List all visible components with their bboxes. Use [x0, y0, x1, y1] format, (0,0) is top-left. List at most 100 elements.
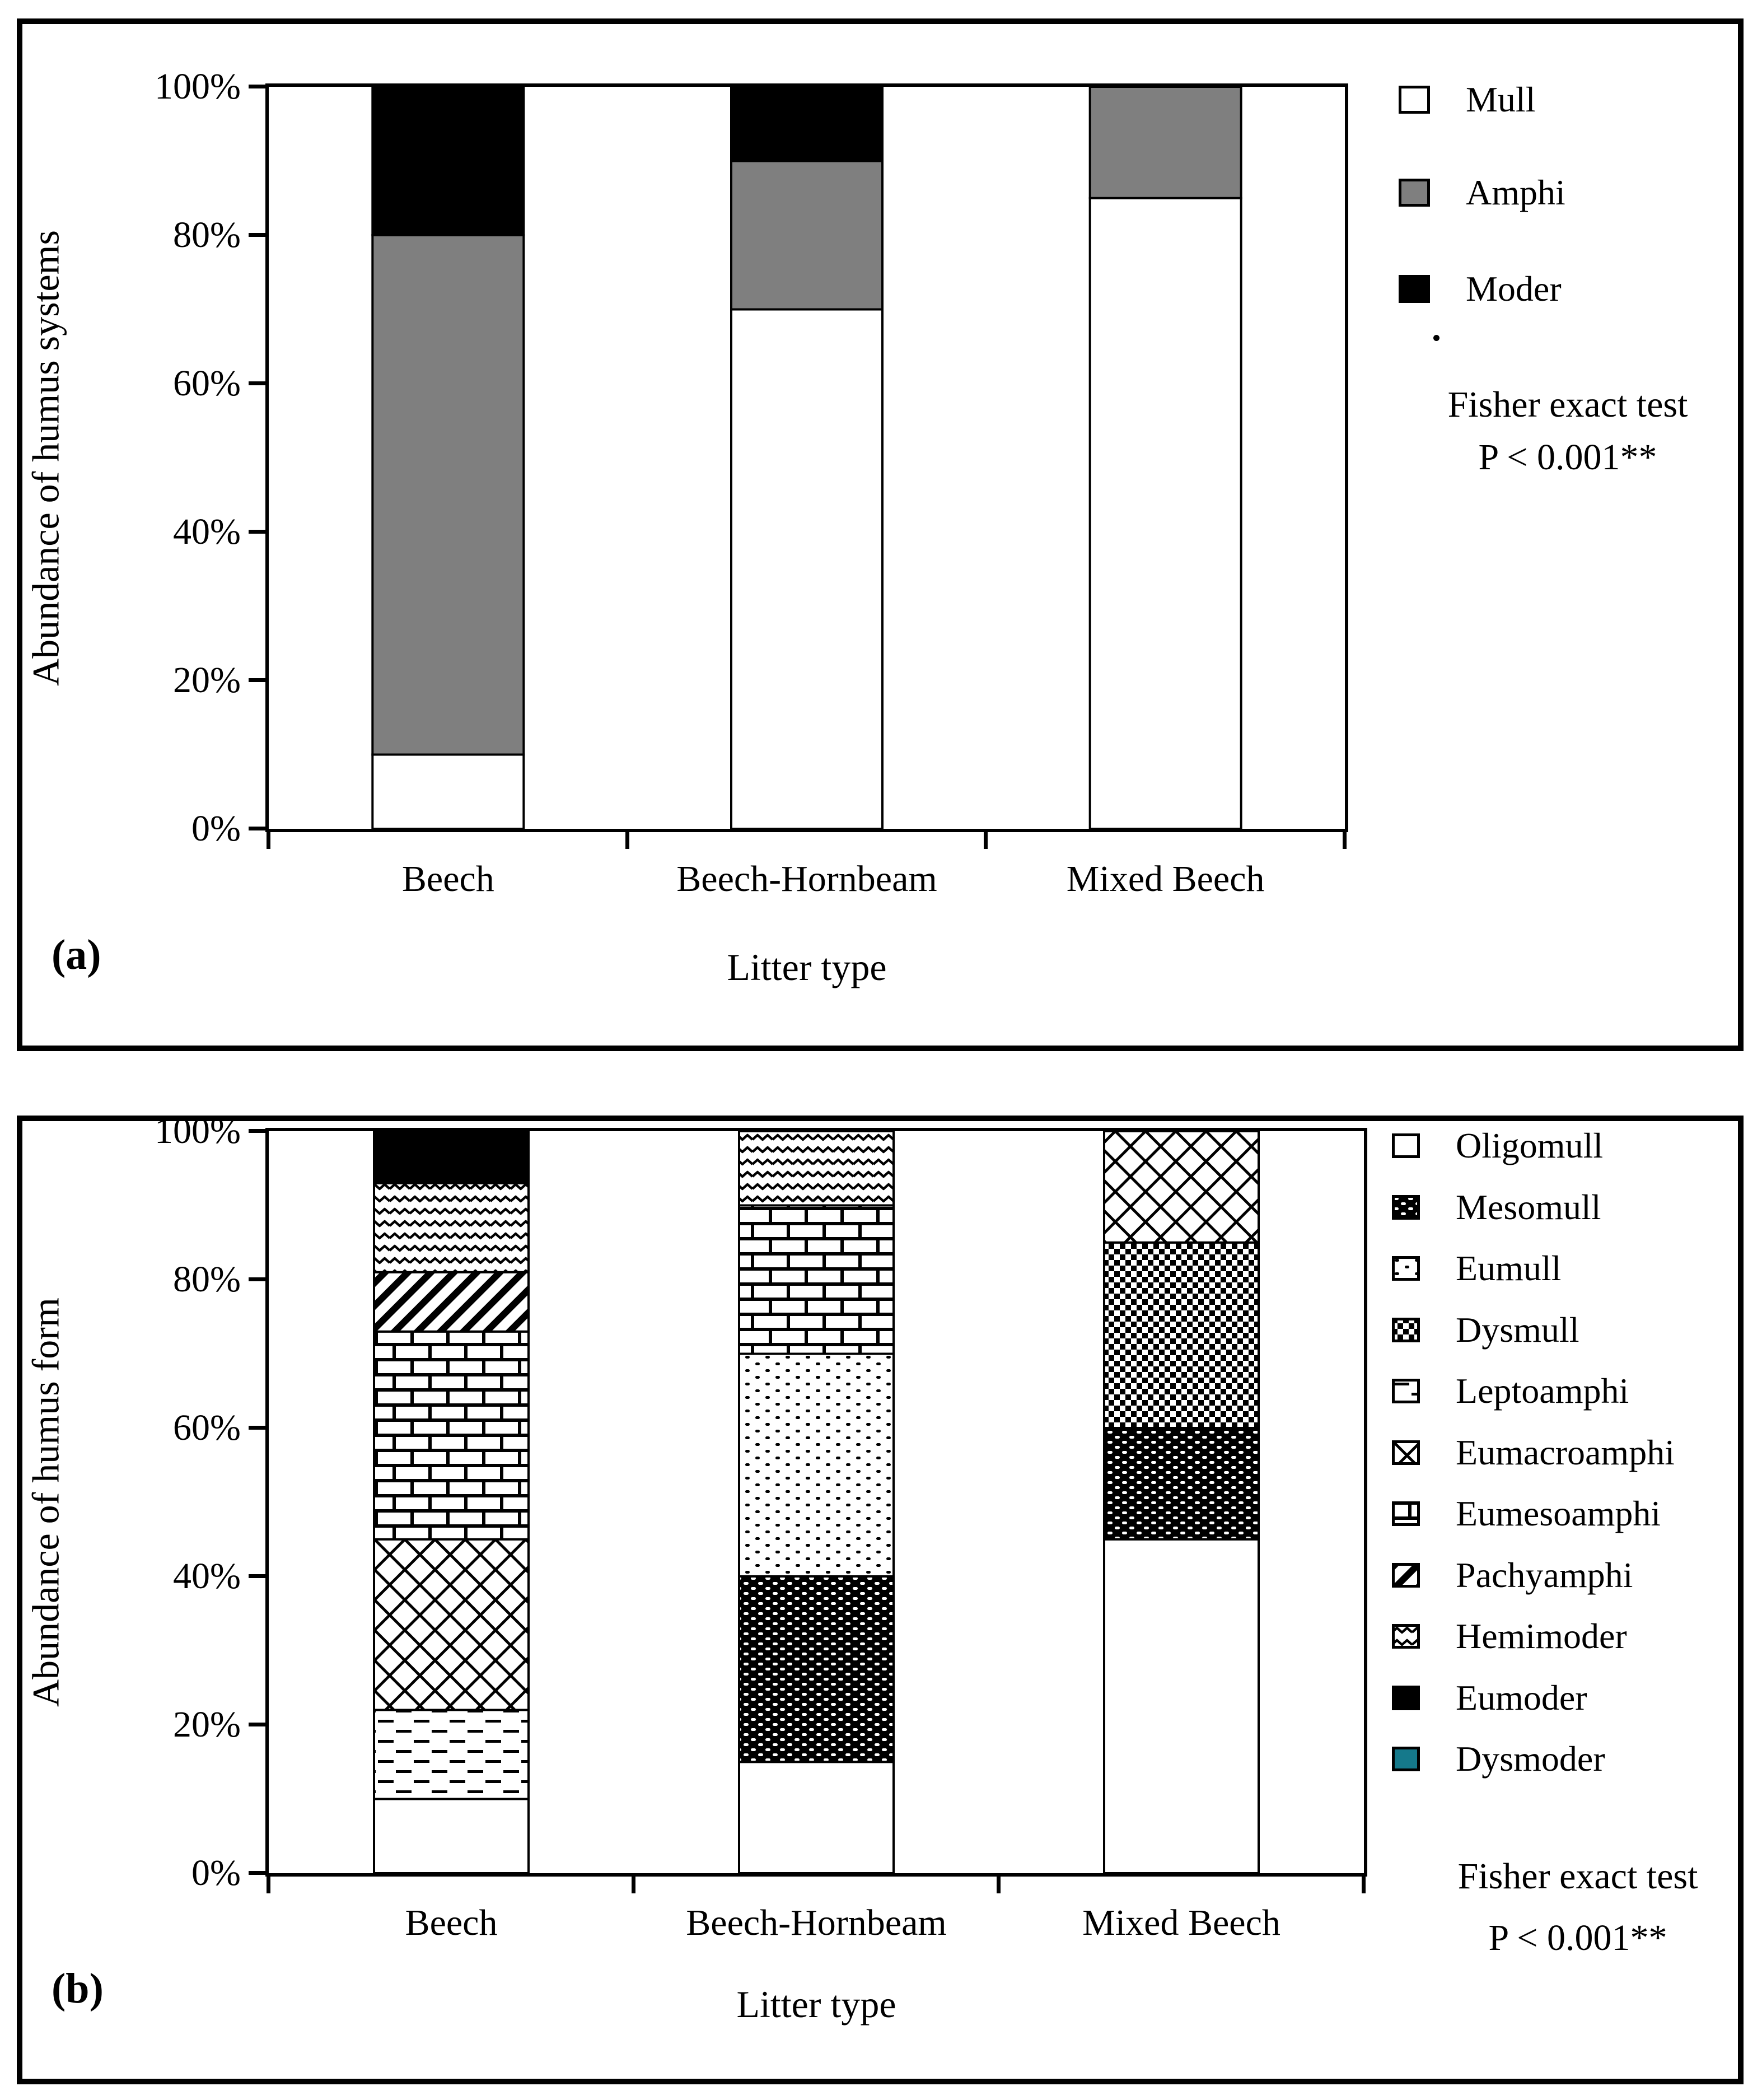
legend-label-Eumesoamphi: Eumesoamphi [1456, 1494, 1661, 1533]
y-tick-label: 20% [173, 660, 241, 701]
segment-Hemimoder-Beech-Hornbeam [738, 1131, 895, 1207]
y-tick-label: 0% [191, 808, 241, 849]
legend-label-Mull: Mull [1466, 80, 1536, 119]
legend-swatch-Eumacroamphi [1392, 1440, 1420, 1465]
legend-swatch-Mull [1399, 86, 1430, 114]
y-tick-mark [249, 85, 269, 88]
x-axis-title-b: Litter type [736, 1983, 896, 2026]
segment-Oligomull-Mixed Beech [1103, 1538, 1260, 1873]
y-tick-label: 60% [173, 1407, 241, 1448]
fisher-test-line2-a: P < 0.001** [1478, 437, 1657, 478]
segment-Eumesoamphi-Beech [373, 1330, 530, 1541]
segment-Leptoamphi-Beech [373, 1709, 530, 1800]
segment-Dysmull-Mixed Beech [1103, 1241, 1260, 1429]
legend-label-Mesomull: Mesomull [1456, 1187, 1601, 1227]
y-tick-label: 40% [173, 511, 241, 552]
y-tick-mark [249, 1871, 269, 1875]
legend-label-Dysmoder: Dysmoder [1456, 1739, 1605, 1779]
x-tick-mark [625, 829, 629, 849]
y-tick-mark [249, 678, 269, 682]
y-tick-mark [249, 827, 269, 830]
y-tick-label: 100% [155, 1110, 241, 1151]
x-tick-mark [984, 829, 988, 849]
legend-label-Eumoder: Eumoder [1456, 1677, 1587, 1718]
legend-swatch-Leptoamphi [1392, 1379, 1420, 1403]
x-category-label: Beech-Hornbeam [686, 1902, 947, 1943]
legend-label-Oligomull: Oligomull [1456, 1126, 1604, 1165]
segment-Moder-Beech [371, 87, 525, 236]
y-tick-mark [249, 1277, 269, 1281]
x-category-label: Beech [405, 1902, 498, 1943]
x-tick-mark [267, 829, 270, 849]
segment-Eumoder-Beech [373, 1131, 530, 1184]
legend-label-Pachyamphi: Pachyamphi [1456, 1555, 1633, 1595]
bars-panel-b [373, 1131, 1260, 1873]
legend-swatch-Eumoder [1392, 1685, 1420, 1710]
legend-swatch-Amphi [1399, 179, 1430, 207]
segment-Mull-Beech [371, 753, 525, 829]
legend-swatch-Dysmull [1392, 1317, 1420, 1342]
legend-label-Eumull: Eumull [1456, 1248, 1562, 1288]
legend-label-Hemimoder: Hemimoder [1456, 1616, 1627, 1656]
y-tick-mark [249, 233, 269, 237]
x-tick-mark [1343, 829, 1347, 849]
x-tick-mark [1362, 1873, 1366, 1893]
fisher-test-annotation-a: Fisher exact test P < 0.001** [1372, 379, 1762, 484]
fisher-test-line1-b: Fisher exact test [1457, 1856, 1698, 1897]
y-tick-label: 20% [173, 1704, 241, 1745]
fisher-test-annotation-b: Fisher exact test P < 0.001** [1382, 1846, 1762, 1969]
y-tick-label: 80% [173, 214, 241, 255]
fisher-test-line2-b: P < 0.001** [1488, 1917, 1667, 1958]
segment-Hemimoder-Beech [373, 1182, 530, 1273]
legend-swatch-Eumesoamphi [1392, 1501, 1420, 1526]
y-tick-label: 0% [191, 1852, 241, 1893]
x-category-label: Beech [401, 858, 494, 899]
segment-Mesomull-Mixed Beech [1103, 1427, 1260, 1541]
y-axis-title-b: Abundance of humus form [24, 1298, 67, 1707]
legend-label-Eumacroamphi: Eumacroamphi [1456, 1432, 1675, 1472]
segment-Moder-Beech-Hornbeam [730, 87, 884, 162]
panel-label-b: (b) [52, 1965, 104, 2012]
y-tick-label: 40% [173, 1556, 241, 1597]
legend-swatch-Oligomull [1392, 1133, 1420, 1158]
legend-swatch-Moder [1399, 275, 1430, 303]
x-tick-mark [632, 1873, 635, 1893]
legend-label-Leptoamphi: Leptoamphi [1456, 1371, 1629, 1411]
y-axis-title-a: Abundance of humus systems [24, 230, 67, 686]
segment-Mull-Mixed Beech [1088, 197, 1242, 829]
stray-dot-artifact [1433, 335, 1439, 341]
segment-Amphi-Mixed Beech [1088, 87, 1242, 199]
legend-label-Moder: Moder [1466, 269, 1562, 309]
segment-Oligomull-Beech [373, 1798, 530, 1873]
x-axis-title-a: Litter type [727, 946, 887, 988]
x-category-label: Mixed Beech [1066, 858, 1265, 899]
legend-swatch-Hemimoder [1392, 1624, 1420, 1649]
y-tick-mark [249, 530, 269, 534]
y-tick-mark [249, 1723, 269, 1726]
segment-Eumacroamphi-Beech [373, 1538, 530, 1711]
legend-label-Dysmull: Dysmull [1456, 1309, 1579, 1350]
segment-Mesomull-Beech-Hornbeam [738, 1575, 895, 1763]
segment-Mull-Beech-Hornbeam [730, 308, 884, 829]
y-tick-mark [249, 1574, 269, 1578]
y-tick-label: 60% [173, 363, 241, 404]
segment-Eumacroamphi-Mixed Beech [1103, 1131, 1260, 1244]
segment-Pachyamphi-Beech [373, 1271, 530, 1333]
x-category-label: Mixed Beech [1082, 1902, 1280, 1943]
fisher-test-line1-a: Fisher exact test [1447, 384, 1688, 425]
legend-swatch-Mesomull [1392, 1194, 1420, 1220]
legend-swatch-Pachyamphi [1392, 1562, 1420, 1588]
x-tick-mark [997, 1873, 1001, 1893]
legend-label-Amphi: Amphi [1466, 172, 1565, 212]
segment-Eumull-Beech-Hornbeam [738, 1352, 895, 1578]
bars-panel-a [371, 87, 1242, 829]
segment-Amphi-Beech [371, 234, 525, 756]
y-tick-mark [249, 381, 269, 385]
segment-Eumesoamphi-Beech-Hornbeam [738, 1204, 895, 1355]
legend-swatch-Eumull [1392, 1256, 1420, 1281]
y-tick-label: 80% [173, 1259, 241, 1300]
segment-Oligomull-Beech-Hornbeam [738, 1761, 895, 1873]
panel-label-a: (a) [52, 931, 101, 978]
x-category-label: Beech-Hornbeam [676, 858, 937, 899]
y-tick-mark [249, 1426, 269, 1430]
